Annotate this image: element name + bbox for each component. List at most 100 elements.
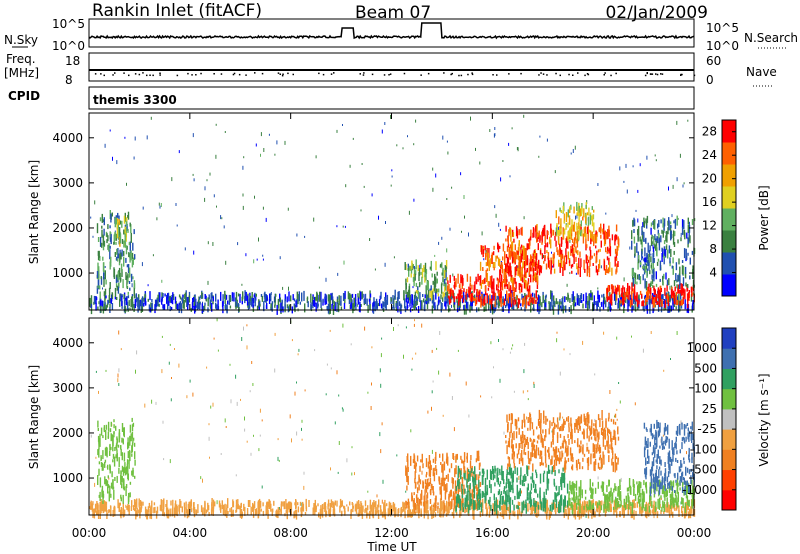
power-cell	[634, 301, 637, 305]
velocity-cell	[96, 505, 98, 515]
noise-tick-right-bottom: 10^0	[706, 39, 739, 53]
power-cell	[496, 300, 498, 306]
power-cell	[528, 238, 530, 242]
velocity-cell	[462, 503, 464, 508]
velocity-cell	[507, 471, 509, 475]
power-cell	[463, 305, 465, 310]
power-cell	[435, 291, 437, 300]
power-cell	[511, 127, 513, 130]
velocity-cell	[131, 500, 133, 508]
power-cell	[453, 284, 455, 288]
velocity-cell	[547, 480, 549, 491]
velocity-cell	[97, 420, 99, 428]
velocity-cell	[490, 341, 492, 345]
velocity-cell	[440, 507, 442, 518]
power-cell	[581, 229, 583, 237]
velocity-cell	[240, 503, 242, 507]
power-cell	[646, 287, 649, 294]
velocity-cell	[532, 429, 535, 436]
power-cell	[499, 258, 501, 267]
velocity-cell	[512, 477, 514, 483]
velocity-cell	[526, 466, 529, 477]
velocity-cell	[114, 506, 116, 511]
power-cell	[517, 265, 519, 269]
power-cell	[654, 296, 656, 307]
power-cell	[130, 273, 133, 282]
power-cell	[128, 242, 131, 246]
power-cell	[559, 248, 562, 255]
power-cell	[406, 301, 408, 311]
power-cell	[167, 293, 169, 299]
power-cell	[569, 239, 571, 243]
nave-point	[112, 74, 114, 76]
power-cell	[580, 220, 582, 227]
power-cell	[579, 267, 581, 277]
velocity-cell	[96, 501, 98, 509]
velocity-cell	[372, 504, 374, 511]
power-cell	[235, 291, 238, 301]
power-cell	[414, 273, 416, 281]
power-cell	[117, 228, 119, 239]
power-cell	[633, 295, 635, 304]
velocity-cell	[497, 491, 500, 496]
velocity-cell	[105, 430, 107, 440]
velocity-cell	[94, 503, 97, 513]
velocity-cell	[667, 504, 669, 513]
velocity-cell	[240, 508, 243, 519]
power-cell	[551, 305, 553, 311]
velocity-cell	[497, 510, 499, 515]
velocity-cell	[652, 504, 655, 515]
velocity-cell	[162, 499, 164, 509]
velocity-cell	[660, 438, 662, 443]
velocity-cell	[512, 444, 514, 451]
power-cell	[109, 129, 111, 132]
power-cell	[384, 262, 386, 267]
power-cell	[585, 254, 587, 264]
velocity-cell	[515, 443, 517, 449]
velocity-cell	[473, 477, 475, 487]
power-cell	[615, 251, 618, 261]
power-cell	[606, 232, 608, 237]
power-cell	[654, 234, 656, 241]
velocity-cell	[229, 508, 231, 513]
power-cell	[103, 272, 105, 280]
power-cell	[633, 229, 635, 233]
power-cell	[512, 232, 515, 238]
nave-point	[680, 73, 682, 76]
power-cell	[102, 256, 104, 261]
power-cell	[580, 229, 582, 233]
velocity-cell	[505, 493, 507, 504]
power-cell	[565, 238, 568, 249]
velocity-cell	[382, 479, 384, 484]
power-cell	[411, 260, 413, 270]
velocity-cell	[522, 390, 524, 394]
velocity-cell	[460, 470, 462, 480]
velocity-cell	[484, 495, 486, 504]
velocity-cell	[314, 349, 316, 352]
power-cell	[441, 272, 443, 276]
power-cell	[560, 262, 563, 268]
velocity-cell	[533, 498, 535, 505]
power-cell	[500, 298, 502, 307]
nave-point	[149, 74, 151, 76]
velocity-cell	[406, 467, 408, 478]
velocity-cell	[202, 478, 203, 483]
velocity-cell	[500, 491, 503, 496]
velocity-cell	[530, 512, 532, 516]
velocity-cell	[119, 502, 121, 506]
power-cell	[493, 278, 495, 289]
velocity-cell	[525, 504, 527, 514]
velocity-cell	[438, 370, 440, 375]
velocity-cell	[491, 396, 493, 399]
power-cell	[664, 287, 666, 296]
power-cell	[377, 303, 380, 307]
power-cell	[160, 203, 162, 207]
velocity-cell	[197, 504, 199, 514]
power-cell	[127, 264, 130, 273]
velocity-cell	[104, 459, 107, 463]
velocity-cell	[472, 477, 474, 484]
velocity-cell	[305, 498, 307, 509]
velocity-cell	[267, 501, 269, 507]
power-cell	[359, 301, 361, 307]
velocity-cell	[473, 494, 475, 499]
